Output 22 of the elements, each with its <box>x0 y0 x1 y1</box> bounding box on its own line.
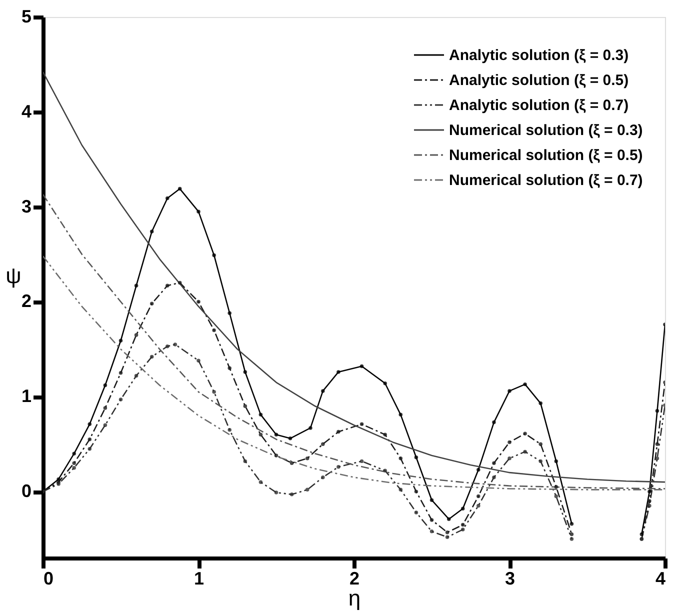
y-tick-label: 5 <box>21 6 32 26</box>
legend-label: Analytic solution (ξ = 0.7) <box>449 97 629 114</box>
y-axis-title: ψ <box>6 263 22 288</box>
legend-label: Analytic solution (ξ = 0.3) <box>449 47 629 64</box>
y-tick-label: 4 <box>21 101 32 122</box>
legend-label: Numerical solution (ξ = 0.7) <box>449 172 643 189</box>
line-series <box>43 194 665 490</box>
legend-label: Numerical solution (ξ = 0.3) <box>449 122 643 139</box>
line-series <box>43 71 665 483</box>
x-tick-label: 1 <box>194 568 204 588</box>
x-tick-label: 4 <box>655 568 666 588</box>
x-tick-label: 0 <box>44 568 54 588</box>
line-series <box>43 256 665 490</box>
x-tick-label: 2 <box>349 568 360 588</box>
x-tick-label: 3 <box>504 568 516 588</box>
legend-label: Analytic solution (ξ = 0.5) <box>449 72 629 89</box>
x-axis-title: η <box>348 586 361 610</box>
legend-label: Numerical solution (ξ = 0.5) <box>449 147 643 164</box>
y-tick-label: 0 <box>21 481 32 502</box>
y-tick-label: 1 <box>21 386 32 406</box>
y-tick-label: 3 <box>21 196 32 216</box>
y-tick-label: 2 <box>21 291 32 312</box>
